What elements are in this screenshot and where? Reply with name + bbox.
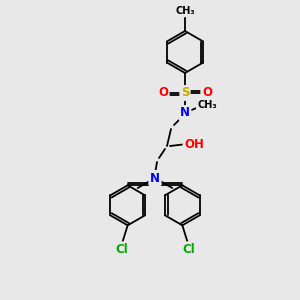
- Text: N: N: [150, 172, 160, 184]
- Text: Cl: Cl: [115, 243, 128, 256]
- Text: O: O: [158, 86, 168, 100]
- Text: N: N: [180, 106, 190, 119]
- Text: S: S: [181, 86, 189, 100]
- Text: CH₃: CH₃: [175, 6, 195, 16]
- Text: CH₃: CH₃: [197, 100, 217, 110]
- Text: Cl: Cl: [182, 243, 195, 256]
- Text: O: O: [202, 86, 212, 100]
- Text: OH: OH: [184, 137, 204, 151]
- Text: N: N: [150, 172, 160, 184]
